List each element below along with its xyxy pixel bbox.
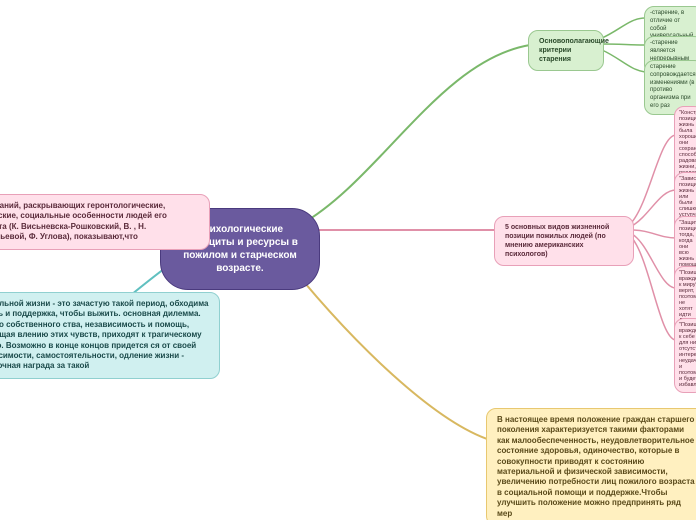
node-five-positions[interactable]: 5 основных видов жизненной позиции пожил…: [494, 216, 634, 266]
node-real-life[interactable]: ь в реальной жизни - это зачастую такой …: [0, 292, 220, 379]
node-position-5[interactable]: "Позиция враждебности к себе для них отс…: [674, 318, 696, 393]
node-current-state[interactable]: В настоящее время положение граждан стар…: [486, 408, 696, 520]
node-criteria[interactable]: Основополагающие критерии старения: [528, 30, 604, 71]
node-research[interactable]: следований, раскрывающих геронтологическ…: [0, 194, 210, 250]
